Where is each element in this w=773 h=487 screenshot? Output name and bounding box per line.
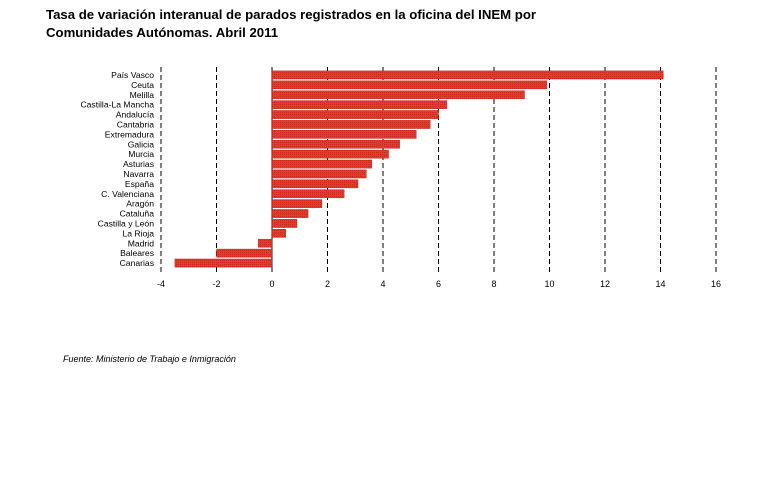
category-label: Galicia xyxy=(128,139,154,149)
category-label: Melilla xyxy=(130,90,155,100)
x-tick-labels: -4 -2 0 2 4 6 8 10 12 14 16 xyxy=(157,279,721,289)
bar xyxy=(174,258,273,268)
chart-title: Tasa de variación interanual de parados … xyxy=(46,6,646,42)
category-label: Cataluña xyxy=(120,209,155,219)
category-label: Castilla y León xyxy=(98,218,155,228)
bar xyxy=(257,238,273,248)
x-tick-label: 8 xyxy=(491,279,496,289)
bar xyxy=(271,80,547,90)
bar xyxy=(216,248,273,258)
bar xyxy=(271,219,298,228)
category-label: Madrid xyxy=(128,238,154,248)
x-tick-label: -2 xyxy=(212,279,220,289)
category-label: La Rioja xyxy=(122,228,154,238)
x-tick-label: 6 xyxy=(436,279,441,289)
category-label: Navarra xyxy=(123,169,154,179)
bar xyxy=(271,100,448,109)
bar xyxy=(271,179,359,189)
x-tick-label: 4 xyxy=(380,279,385,289)
category-label: Canarias xyxy=(120,258,154,268)
chart-title-line-2: Comunidades Autónomas. Abril 2011 xyxy=(46,25,279,40)
bar xyxy=(271,169,367,179)
category-label: C. Valenciana xyxy=(101,189,154,199)
category-label: País Vasco xyxy=(111,70,154,80)
bar xyxy=(271,229,287,238)
bar xyxy=(271,130,417,139)
category-label: España xyxy=(125,179,154,189)
bar xyxy=(271,139,400,149)
category-label: Andalucía xyxy=(116,110,154,120)
x-tick-label: 12 xyxy=(600,279,610,289)
x-tick-label: 16 xyxy=(711,279,721,289)
category-label: Ceuta xyxy=(131,80,154,90)
bar xyxy=(271,149,389,159)
bar xyxy=(271,90,525,100)
bars xyxy=(174,70,664,268)
category-label: Castilla-La Mancha xyxy=(80,100,154,110)
category-label: Asturias xyxy=(123,159,154,169)
x-tick-label: -4 xyxy=(157,279,165,289)
category-label: Aragón xyxy=(126,199,154,209)
x-tick-label: 10 xyxy=(544,279,554,289)
bar xyxy=(271,110,439,119)
gridlines xyxy=(160,67,717,272)
bar xyxy=(271,189,345,199)
chart-title-line-1: Tasa de variación interanual de parados … xyxy=(46,7,537,22)
bar xyxy=(271,159,373,169)
category-label: Cantabria xyxy=(117,119,154,129)
x-tick-label: 0 xyxy=(269,279,274,289)
bar xyxy=(271,120,431,129)
category-label: Murcia xyxy=(128,149,154,159)
bar xyxy=(271,199,323,208)
category-label: Extremadura xyxy=(105,129,154,139)
x-tick-label: 14 xyxy=(655,279,665,289)
category-label: Baleares xyxy=(120,248,154,258)
bar xyxy=(271,209,309,218)
source-note: Fuente: Ministerio de Trabajo e Inmigrac… xyxy=(63,354,236,364)
x-tick-label: 2 xyxy=(325,279,330,289)
bar xyxy=(271,70,664,80)
